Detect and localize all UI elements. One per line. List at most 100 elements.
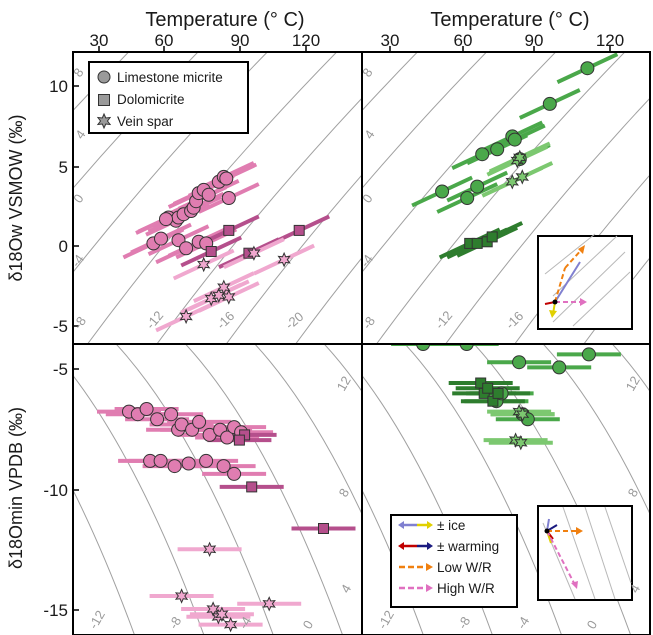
legend-model-box [390,514,518,608]
data-point-vein-spar [222,289,236,305]
contour-label: 4 [338,582,355,596]
contour-label: 12 [334,373,354,393]
contour-line [73,52,130,112]
data-point-limestone [201,187,216,202]
contour-line [156,97,362,344]
data-point-limestone [167,459,182,474]
contour-line [362,52,488,190]
data-point-vein-spar [515,169,529,185]
contour-line [225,174,362,344]
contour-line [323,344,362,393]
legend-materials-box [88,61,249,134]
data-point-limestone [159,212,173,227]
data-point-vein-spar [202,541,217,558]
contour-label: 0 [584,618,601,632]
contour-line [73,52,269,274]
y-tick-label: 10 [49,77,68,96]
top-tick-label: 60 [454,31,473,50]
top-tick-label: 90 [525,31,544,50]
legend-item-label: ± ice [437,518,465,533]
data-point-limestone [507,132,522,147]
legend-item-label: ± warming [437,539,499,554]
y-axis-title-top: δ18Ow VSMOW (‰) [6,114,26,281]
legend-materials: Limestone micrite Dolomicrite Vein spar [88,61,249,134]
contour-label: -8 [455,614,474,632]
warming-arrow-icon [398,542,433,550]
data-point-vein-spar [262,596,276,612]
contour-line [514,174,650,344]
data-point-limestone [219,171,234,186]
y-tick-label: 0 [59,237,68,256]
data-point-limestone [416,344,431,351]
data-point-vein-spar [179,308,193,325]
contour-line [611,344,650,393]
data-point-limestone [512,355,527,370]
contour-line [445,97,650,344]
data-point-limestone [150,412,165,427]
contour-label: -8 [166,614,185,632]
data-point-limestone [459,344,474,351]
top-tick-label: 120 [292,31,320,50]
data-point-limestone [542,96,557,111]
legend-item-label: Dolomicrite [117,92,185,107]
data-point-dolomicrite [246,481,258,493]
data-point-limestone [227,466,242,481]
contour-line [184,344,344,635]
panel-bottom-left-frame [72,343,363,635]
legend-model: ± ice ± warming Low W/R High W/R [390,514,518,608]
data-point-limestone [181,456,196,471]
y-tick-label: 5 [59,158,68,177]
top-axis-title-left: Temperature (° C) [145,9,304,31]
data-point-dolomicrite [492,387,504,399]
data-point-dolomicrite [205,246,217,257]
data-point-dolomicrite [318,523,329,534]
contour-label: -16 [214,308,238,332]
contour-line [73,52,199,190]
low-wr-arrow-icon [399,563,433,571]
contour-label: 4 [72,127,88,142]
inset-vectors-bottom [537,505,633,601]
contour-label: 12 [623,373,643,393]
data-point-limestone [460,191,475,205]
star-marker-icon [96,112,112,130]
data-point-dolomicrite [482,382,494,394]
top-tick-label: 30 [381,31,400,50]
data-point-vein-spar [513,149,527,166]
square-marker-icon [98,94,110,106]
contour-line [542,344,650,516]
data-point-limestone [199,453,214,468]
circle-marker-icon [97,70,111,84]
y-tick-label: -15 [43,601,68,620]
legend-item-label: Vein spar [117,114,174,129]
contour-label: -16 [503,308,527,332]
data-point-dolomicrite [293,224,305,236]
data-point-vein-spar [174,588,189,604]
contour-line [295,256,362,344]
data-point-vein-spar [223,616,238,633]
panel-top-right-data [411,52,619,260]
legend-item-label: Limestone micrite [117,70,223,85]
top-tick-label: 60 [155,31,174,50]
data-point-vein-spar [215,606,229,622]
data-point-limestone [221,191,236,205]
contour-label: -12 [432,308,456,332]
data-point-vein-spar [514,434,528,451]
data-point-limestone [139,402,154,416]
contour-label: -4 [357,252,376,270]
data-point-limestone [490,142,505,157]
contour-line [404,344,563,635]
contour-line [115,344,274,635]
y-ticks-bottom: -5 -10 -15 [43,360,79,620]
contour-line [73,489,136,635]
contour-line [473,344,632,635]
contour-label: -12 [86,608,108,632]
contours-bottom-left [73,344,362,635]
inset-vectors-top [537,233,633,330]
data-point-vein-spar [277,251,291,268]
contour-label: 0 [300,618,317,632]
data-point-vein-spar [196,256,211,273]
data-point-vein-spar [515,406,530,422]
data-point-limestone [216,459,231,474]
contour-line [254,344,362,516]
panel-bottom-right-frame [361,343,651,635]
